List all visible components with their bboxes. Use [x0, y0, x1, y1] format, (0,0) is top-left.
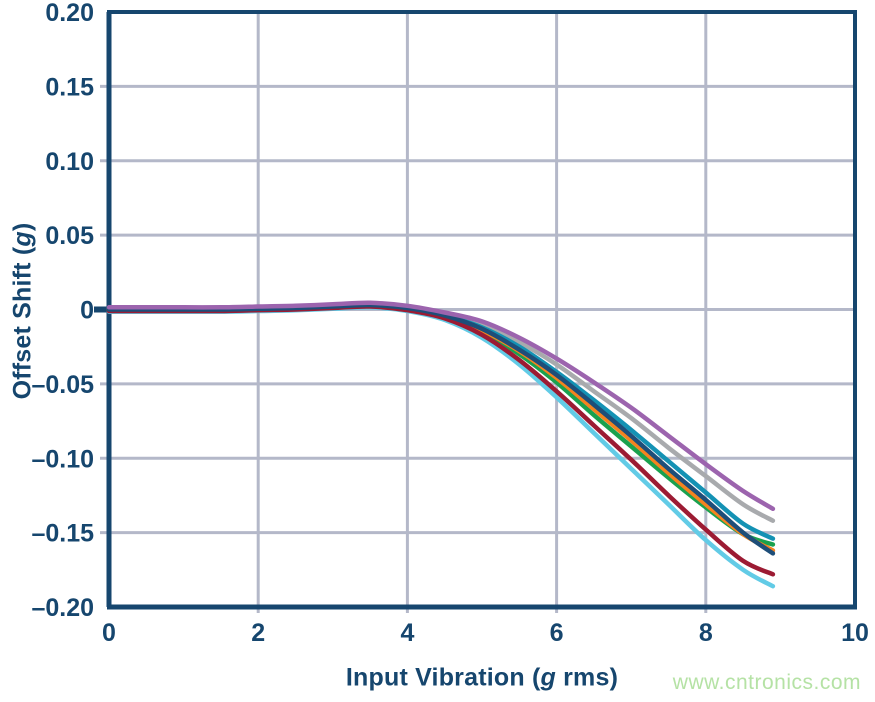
x-tick-label: 2 [251, 619, 265, 647]
x-axis-title-close: rms) [555, 663, 619, 692]
y-axis-title: Offset Shift (g) [9, 223, 38, 400]
series-curve-orange [106, 302, 776, 553]
x-axis-title-text: Input Vibration ( [345, 663, 541, 692]
series-curve-lightcyan [106, 304, 776, 589]
y-tick-label: –0.10 [31, 445, 94, 473]
y-tick-label: –0.05 [31, 371, 94, 399]
y-tick-label: 0.05 [45, 222, 94, 250]
x-axis-title-italic-g: g [540, 663, 556, 692]
y-axis-title-close: ) [8, 222, 37, 232]
y-tick-label: 0.10 [45, 148, 94, 176]
watermark: www.cntronics.com [672, 671, 861, 694]
series-curve-teal [106, 302, 776, 541]
x-tick-label: 10 [841, 619, 869, 647]
x-tick-label: 0 [102, 619, 116, 647]
x-tick-label: 8 [699, 619, 713, 647]
y-axis-title-italic-g: g [8, 231, 37, 247]
series-curve-purple [106, 300, 776, 512]
x-tick-label: 4 [400, 619, 414, 647]
y-tick-label: –0.20 [31, 594, 94, 622]
y-tick-label: 0.15 [45, 73, 94, 101]
series-curve-gray [106, 301, 776, 523]
x-axis-title: Input Vibration (g rms) [346, 664, 618, 693]
series-curve-navy [106, 302, 776, 556]
y-tick-label: 0.20 [45, 0, 94, 27]
x-tick-label: 6 [550, 619, 564, 647]
y-axis-title-text: Offset Shift ( [8, 246, 37, 400]
y-tick-label: –0.15 [31, 520, 94, 548]
y-tick-label: 0 [80, 297, 94, 325]
